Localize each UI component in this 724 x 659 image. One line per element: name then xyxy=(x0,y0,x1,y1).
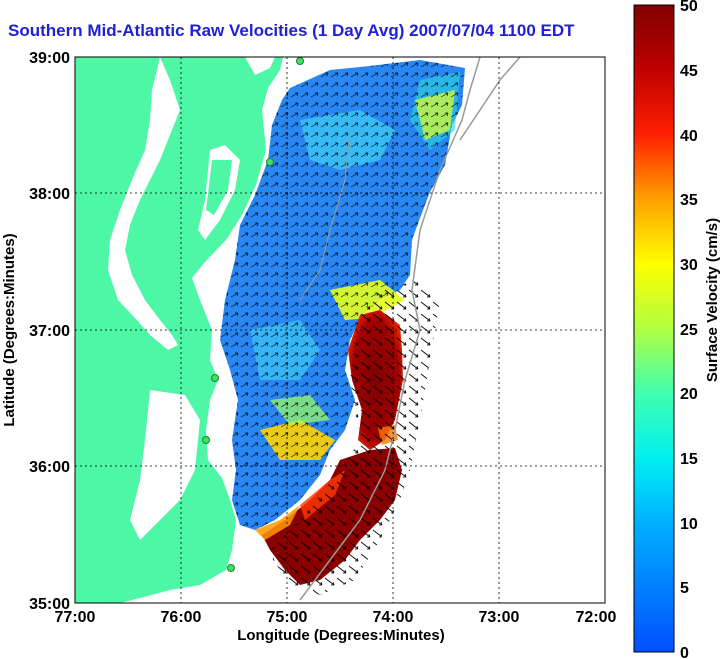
colorbar-tick-label: 0 xyxy=(680,645,689,659)
delaware-bay xyxy=(245,57,275,75)
grid-lines xyxy=(75,57,605,603)
velocity-arrows-strong xyxy=(268,280,440,595)
colorbar-ticks: 50 45 40 35 30 25 20 15 10 5 0 xyxy=(680,0,698,659)
y-axis-ticks: 39:00 38:00 37:00 36:00 35:00 xyxy=(29,50,70,613)
x-tick-label: 77:00 xyxy=(55,609,96,626)
y-axis-label: Latitude (Degrees:Minutes) xyxy=(1,233,18,426)
y-tick-label: 36:00 xyxy=(29,459,70,476)
plot-frame xyxy=(74,56,606,604)
chesapeake-bay xyxy=(108,57,180,350)
x-tick-label: 75:00 xyxy=(267,609,308,626)
x-tick-label: 74:00 xyxy=(373,609,414,626)
x-tick-label: 73:00 xyxy=(479,609,520,626)
colorbar-tick-label: 5 xyxy=(680,580,689,597)
colorbar-tick-label: 40 xyxy=(680,128,698,145)
y-tick-label: 39:00 xyxy=(29,50,70,67)
y-tick-label: 35:00 xyxy=(29,596,70,613)
colorbar-tick-label: 10 xyxy=(680,516,698,533)
station-markers xyxy=(202,57,304,572)
colorbar-tick-label: 25 xyxy=(680,322,698,339)
colorbar-tick-label: 45 xyxy=(680,63,698,80)
y-tick-label: 38:00 xyxy=(29,186,70,203)
pamlico-sound xyxy=(130,390,200,540)
colorbar-tick-label: 15 xyxy=(680,451,698,468)
y-tick-label: 37:00 xyxy=(29,323,70,340)
x-tick-label: 76:00 xyxy=(161,609,202,626)
x-axis-ticks: 77:00 76:00 75:00 74:00 73:00 72:00 xyxy=(55,609,617,626)
colorbar-tick-label: 20 xyxy=(680,386,698,403)
colorbar xyxy=(633,4,675,653)
colorbar-tick-label: 30 xyxy=(680,257,698,274)
map-title: Southern Mid-Atlantic Raw Velocities (1 … xyxy=(8,21,575,40)
colorbar-label: Surface Velocity (cm/s) xyxy=(704,218,721,382)
colorbar-tick-label: 50 xyxy=(680,0,698,15)
velocity-arrows xyxy=(220,60,465,530)
colorbar-tick-label: 35 xyxy=(680,192,698,209)
x-axis-label: Longitude (Degrees:Minutes) xyxy=(237,627,445,644)
x-tick-label: 72:00 xyxy=(576,609,617,626)
